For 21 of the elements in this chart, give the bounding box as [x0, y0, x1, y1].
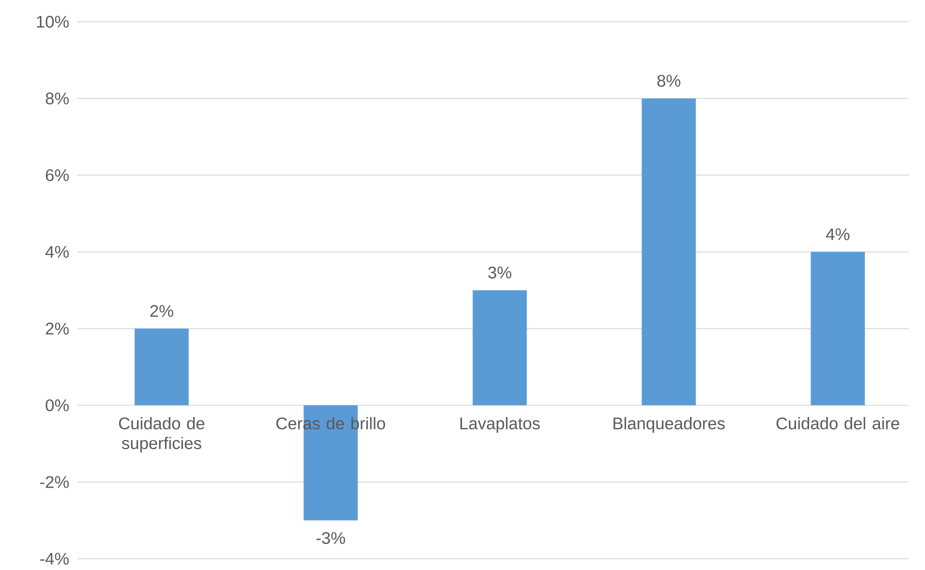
x-tick-label: Cuidado del aire: [776, 416, 900, 430]
y-tick-label: 2%: [46, 322, 69, 334]
y-tick-label: -2%: [40, 476, 69, 488]
x-tick-label: Cuidado de superficies: [119, 416, 204, 452]
x-tick-label: Blanqueadores: [614, 416, 725, 433]
y-tick-label: 0%: [46, 399, 69, 412]
x-tick-label: Lavaplatos: [460, 416, 540, 433]
data-label: 3%: [488, 266, 512, 278]
data-label: 8%: [657, 74, 680, 87]
data-label: 2%: [150, 304, 174, 317]
y-tick-label: 10%: [36, 16, 69, 28]
bar: [642, 98, 696, 406]
y-tick-label: 8%: [46, 92, 69, 104]
y-tick-label: -4%: [40, 552, 69, 564]
y-tick-label: 6%: [46, 169, 69, 182]
y-tick-label: 4%: [45, 246, 69, 258]
bar: [810, 252, 865, 406]
data-label: -3%: [316, 532, 346, 544]
bar: [134, 328, 189, 406]
bar: [472, 290, 527, 406]
data-label: 4%: [826, 228, 850, 240]
